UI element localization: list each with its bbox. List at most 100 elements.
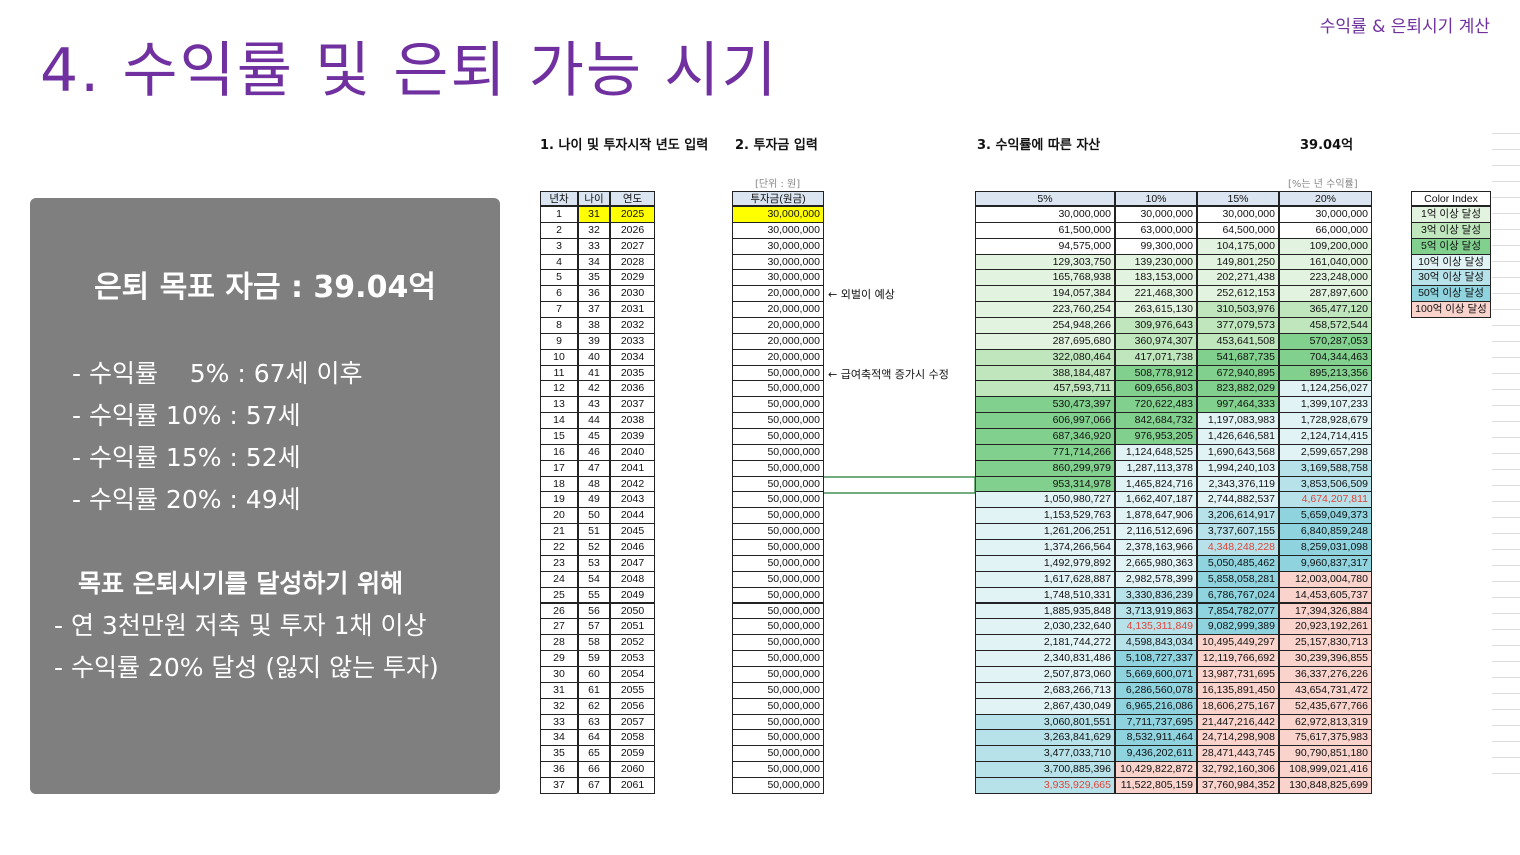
- asset-cell: 1,050,980,727: [975, 491, 1115, 509]
- asset-cell: 90,790,851,180: [1279, 745, 1372, 763]
- asset-cell: 365,477,120: [1279, 301, 1372, 319]
- asset-cell: 202,271,438: [1197, 269, 1279, 287]
- asset-cell: 109,200,000: [1279, 237, 1372, 255]
- asset-cell: 36,337,276,226: [1279, 665, 1372, 683]
- cell: 2026: [610, 221, 655, 239]
- asset-cell: 2,982,578,399: [1115, 570, 1197, 588]
- asset-cell: 997,464,333: [1197, 396, 1279, 414]
- asset-cell: 2,507,873,060: [975, 665, 1115, 683]
- color-index-title: Color Index: [1411, 191, 1491, 206]
- cell: 48: [578, 475, 610, 493]
- asset-cell: 130,848,825,699: [1279, 776, 1372, 794]
- cell: 8: [540, 317, 578, 334]
- asset-cell: 2,599,657,298: [1279, 443, 1372, 461]
- asset-cell: 5,858,058,281: [1197, 570, 1279, 588]
- investment-cell: 50,000,000: [732, 570, 824, 588]
- cell: 14: [540, 412, 578, 430]
- color-index-item: 50억 이상 달성: [1411, 285, 1491, 303]
- asset-cell: 129,303,750: [975, 253, 1115, 271]
- cell: 2039: [610, 428, 655, 445]
- cell: 2040: [610, 443, 655, 461]
- cell: 66: [578, 761, 610, 778]
- cell: 21: [540, 523, 578, 541]
- cell: 49: [578, 491, 610, 509]
- asset-cell: 20,923,192,261: [1279, 618, 1372, 636]
- asset-cell: 1,994,240,103: [1197, 459, 1279, 477]
- asset-cell: 287,695,680: [975, 332, 1115, 350]
- cell: 25: [540, 586, 578, 604]
- asset-cell: 1,690,643,568: [1197, 443, 1279, 461]
- cell: 34: [578, 253, 610, 271]
- cell: 2061: [610, 776, 655, 794]
- asset-cell: 1,124,648,525: [1115, 443, 1197, 461]
- cell: 50: [578, 507, 610, 525]
- asset-cell: 24,714,298,908: [1197, 729, 1279, 747]
- cell: 24: [540, 570, 578, 588]
- cell: 16: [540, 443, 578, 461]
- asset-cell: 2,378,163,966: [1115, 539, 1197, 556]
- asset-cell: 377,079,573: [1197, 317, 1279, 334]
- asset-cell: 183,153,000: [1115, 269, 1197, 287]
- asset-cell: 37,760,984,352: [1197, 776, 1279, 794]
- asset-cell: 12,003,004,780: [1279, 570, 1372, 588]
- asset-cell: 108,999,021,416: [1279, 761, 1372, 778]
- asset-cell: 1,287,113,378: [1115, 459, 1197, 477]
- asset-cell: 322,080,464: [975, 348, 1115, 366]
- sheet-edge: [1492, 118, 1520, 788]
- cell: 59: [578, 650, 610, 667]
- asset-cell: 2,340,831,486: [975, 650, 1115, 667]
- asset-cell: 16,135,891,450: [1197, 681, 1279, 699]
- slide-tag: 수익률 & 은퇴시기 계산: [1319, 17, 1490, 37]
- color-index-item: 1억 이상 달성: [1411, 206, 1491, 223]
- asset-cell: 17,394,326,884: [1279, 602, 1372, 620]
- asset-cell: 30,000,000: [1115, 206, 1197, 223]
- asset-cell: 3,700,885,396: [975, 761, 1115, 778]
- summary-line: - 수익률 15% : 52세: [72, 443, 301, 472]
- cell: 46: [578, 443, 610, 461]
- cell: 31: [540, 681, 578, 699]
- cell: 56: [578, 602, 610, 620]
- investment-cell: 50,000,000: [732, 491, 824, 509]
- asset-cell: 1,492,979,892: [975, 554, 1115, 572]
- investment-cell: 50,000,000: [732, 729, 824, 747]
- cell: 18: [540, 475, 578, 493]
- asset-cell: 1,748,510,331: [975, 586, 1115, 604]
- investment-cell: 50,000,000: [732, 650, 824, 667]
- asset-cell: 823,882,029: [1197, 380, 1279, 398]
- asset-cell: 3,713,919,863: [1115, 602, 1197, 620]
- cell: 2035: [610, 364, 655, 382]
- asset-cell: 6,840,859,248: [1279, 523, 1372, 541]
- investment-cell: 50,000,000: [732, 507, 824, 525]
- row-note: ← 급여축적액 증가시 수정: [828, 367, 949, 381]
- cell: 35: [578, 269, 610, 287]
- asset-cell: 1,374,266,564: [975, 539, 1115, 556]
- asset-cell: 3,330,836,239: [1115, 586, 1197, 604]
- cell: 2056: [610, 697, 655, 715]
- cell: 2027: [610, 237, 655, 255]
- cell: 28: [540, 634, 578, 652]
- asset-cell: 263,615,130: [1115, 301, 1197, 319]
- asset-cell: 3,169,588,758: [1279, 459, 1372, 477]
- investment-cell: 50,000,000: [732, 761, 824, 778]
- asset-cell: 252,612,153: [1197, 285, 1279, 303]
- asset-cell: 3,477,033,710: [975, 745, 1115, 763]
- asset-cell: 5,659,049,373: [1279, 507, 1372, 525]
- cell: 2028: [610, 253, 655, 271]
- cell: 2042: [610, 475, 655, 493]
- cell: 36: [540, 761, 578, 778]
- cell: 27: [540, 618, 578, 636]
- cell: 2041: [610, 459, 655, 477]
- cell: 45: [578, 428, 610, 445]
- asset-cell: 453,641,508: [1197, 332, 1279, 350]
- asset-cell: 672,940,895: [1197, 364, 1279, 382]
- cell: 61: [578, 681, 610, 699]
- investment-cell: 50,000,000: [732, 681, 824, 699]
- asset-cell: 1,878,647,906: [1115, 507, 1197, 525]
- summary-heading: 은퇴 목표 자금 : 39.04억: [94, 270, 436, 305]
- asset-cell: 75,617,375,983: [1279, 729, 1372, 747]
- cell: 51: [578, 523, 610, 541]
- cell: 43: [578, 396, 610, 414]
- cell: 26: [540, 602, 578, 620]
- asset-cell: 9,436,202,611: [1115, 745, 1197, 763]
- investment-cell: 20,000,000: [732, 317, 824, 334]
